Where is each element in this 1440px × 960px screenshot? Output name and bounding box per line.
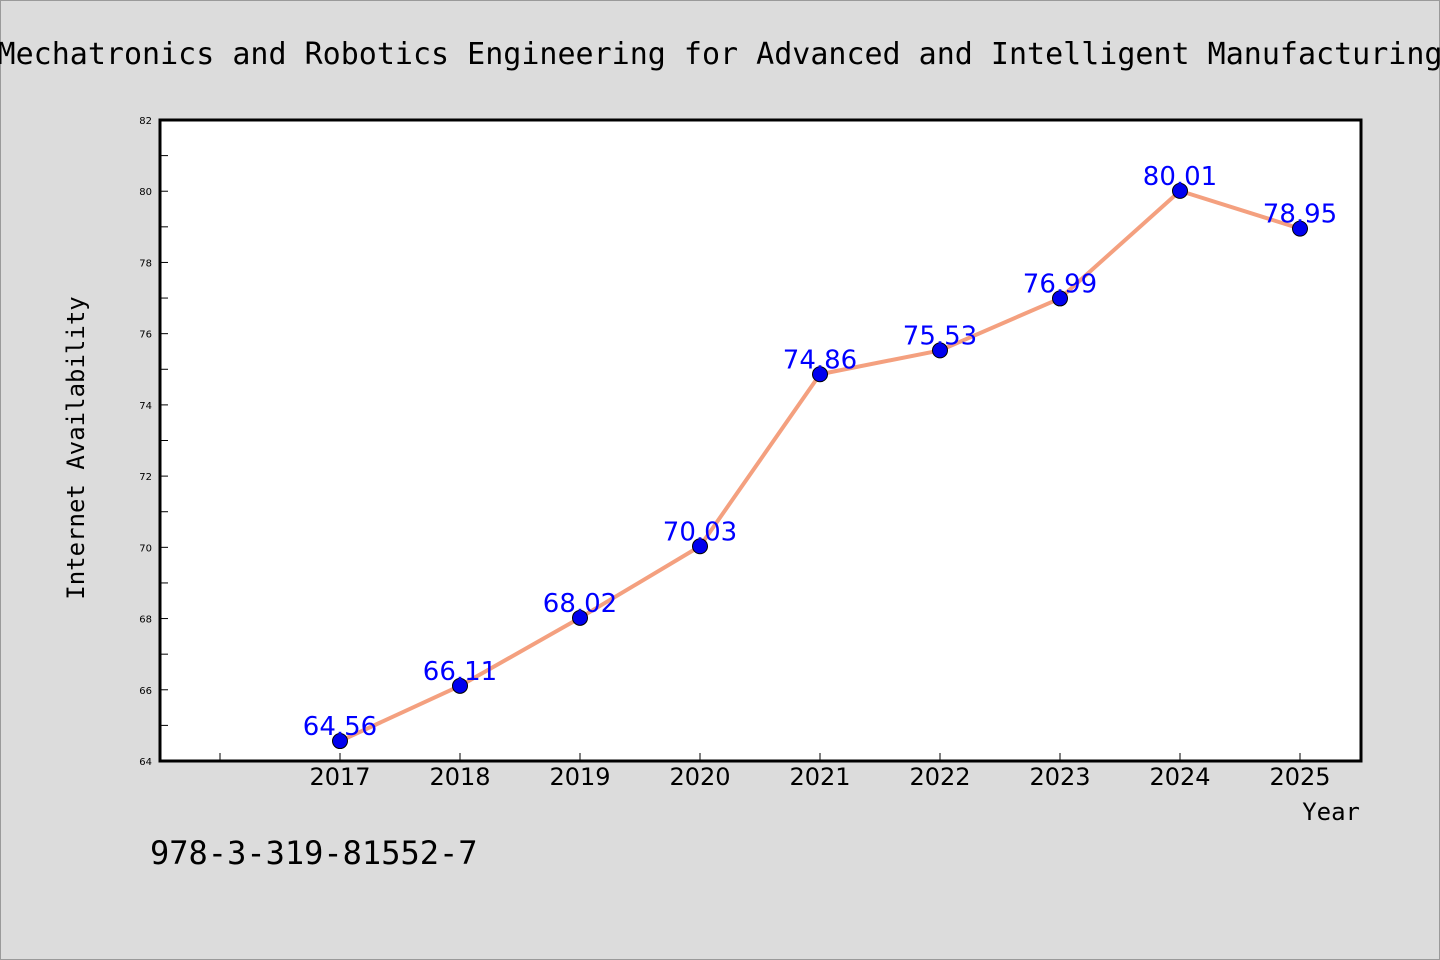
series-markers — [332, 182, 1308, 750]
data-label: 70.03 — [663, 517, 737, 547]
y-axis-label: Internet Availability — [62, 296, 90, 599]
x-tick-label: 2022 — [909, 763, 970, 791]
data-point — [1172, 182, 1188, 199]
y-tick-label: 66 — [139, 686, 152, 697]
y-tick-label: 78 — [139, 258, 152, 269]
data-point — [932, 342, 948, 359]
y-tick-label: 68 — [139, 615, 152, 626]
data-label: 68.02 — [543, 589, 617, 619]
x-tick-label: 2024 — [1149, 763, 1210, 791]
x-tick-label: 2018 — [429, 763, 490, 791]
y-tick-label: 64 — [139, 757, 152, 768]
data-label: 64.56 — [303, 712, 377, 742]
x-tick-label: 2021 — [789, 763, 850, 791]
x-axis-ticks: 2017 2018 2019 2020 2021 2022 2023 2024 2025 — [219, 753, 1331, 791]
y-tick-label: 74 — [139, 401, 152, 412]
data-point — [692, 538, 708, 555]
data-label: 78.95 — [1263, 200, 1337, 230]
footer-code: 978-3-319-81552-7 — [150, 834, 478, 872]
data-labels: 64.56 66.11 68.02 70.03 74.86 75.53 76.99 80.01… — [303, 162, 1337, 742]
chart-title: Mechatronics and Robotics Engineering fo… — [0, 37, 1440, 72]
data-label: 75.53 — [903, 321, 977, 351]
plot-area — [160, 120, 1361, 761]
y-tick-label: 76 — [139, 330, 152, 341]
x-axis-label: Year — [1302, 798, 1360, 826]
x-tick-label: 2025 — [1269, 763, 1330, 791]
y-tick-label: 80 — [139, 187, 152, 198]
data-point — [332, 733, 348, 750]
data-label: 74.86 — [783, 345, 857, 375]
data-point — [572, 609, 588, 626]
plot-border — [158, 118, 1363, 763]
data-point — [812, 366, 828, 383]
x-tick-label: 2019 — [549, 763, 610, 791]
data-label: 80.01 — [1143, 162, 1217, 192]
x-tick-label: 2023 — [1029, 763, 1090, 791]
y-tick-label: 70 — [139, 543, 152, 554]
y-tick-label: 82 — [139, 116, 152, 127]
x-tick-label: 2017 — [309, 763, 370, 791]
data-point — [1052, 290, 1068, 307]
y-tick-label: 72 — [139, 472, 152, 483]
data-point — [452, 677, 468, 694]
data-point — [1292, 220, 1308, 237]
x-tick-label: 2020 — [669, 763, 730, 791]
data-label: 66.11 — [423, 657, 497, 687]
data-label: 76.99 — [1023, 269, 1097, 299]
